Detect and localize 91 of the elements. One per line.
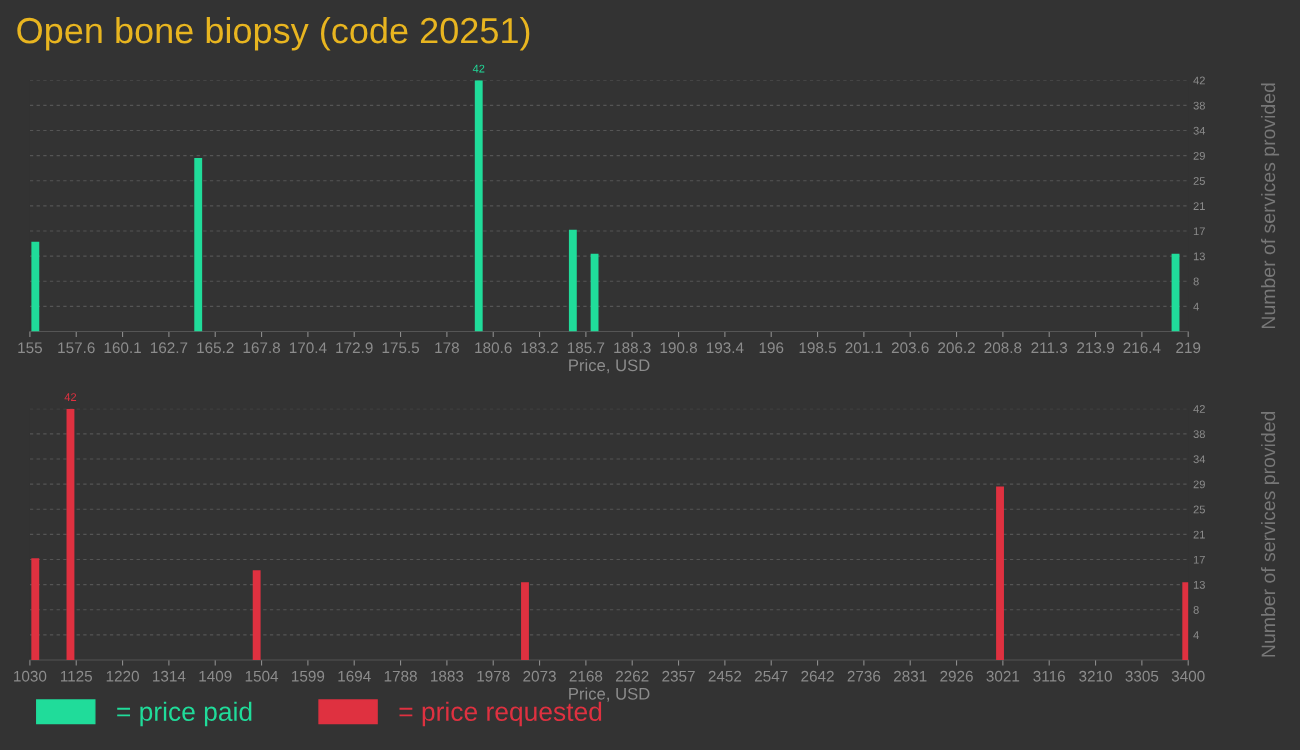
x-tick-label: 196	[759, 342, 784, 354]
y-tick-label: 4	[1193, 631, 1199, 639]
bar	[590, 253, 599, 332]
y-axis-title: Number of services provided	[1260, 83, 1280, 329]
x-tick-label: 175.5	[382, 342, 420, 354]
y-tick-label: 13	[1193, 252, 1205, 261]
x-tick-label: 211.3	[1031, 342, 1068, 354]
bar	[194, 158, 203, 332]
x-tick-label: 3210	[1079, 670, 1112, 682]
x-tick-label: 162.7	[150, 342, 188, 354]
x-tick-label: 183.2	[521, 342, 558, 354]
x-tick-label: 1788	[384, 670, 417, 682]
y-tick-label: 21	[1193, 202, 1205, 210]
y-tick-label: 38	[1193, 430, 1205, 439]
x-tick-label: 1409	[199, 670, 232, 682]
x-tick-label: 155	[18, 342, 43, 354]
x-tick-label: 216.4	[1123, 342, 1161, 354]
x-tick-label: 2831	[893, 670, 927, 682]
legend-label: = price paid	[117, 701, 252, 727]
x-tick-label: 1599	[292, 670, 325, 682]
x-tick-label: 178	[435, 342, 459, 354]
x-tick-label: 2262	[615, 670, 649, 682]
x-tick-label: 2452	[708, 670, 742, 682]
x-tick-label: 219	[1176, 342, 1201, 354]
bar	[31, 558, 40, 660]
x-tick-label: 208.8	[984, 342, 1022, 354]
x-tick-label: 172.9	[336, 342, 373, 354]
y-tick-label: 17	[1193, 227, 1205, 236]
x-tick-label: 157.6	[58, 342, 95, 354]
bar	[1182, 582, 1189, 660]
y-tick-label: 13	[1193, 580, 1205, 589]
x-tick-label: 203.6	[891, 342, 929, 354]
x-tick-label: 1125	[60, 670, 93, 682]
bar	[474, 80, 483, 332]
x-tick-label: 2073	[523, 670, 556, 682]
x-tick-label: 206.2	[938, 342, 975, 354]
x-tick-label: 165.2	[197, 342, 234, 354]
y-tick-label: 29	[1193, 151, 1205, 160]
x-axis-title: Price, USD	[569, 358, 650, 374]
x-tick-label: 1314	[153, 670, 186, 682]
x-tick-label: 3021	[986, 670, 1020, 682]
y-tick-label: 4	[1193, 302, 1199, 311]
y-tick-label: 21	[1193, 530, 1205, 539]
x-tick-label: 2926	[940, 670, 973, 682]
x-tick-label: 193.4	[706, 342, 744, 354]
y-tick-label: 42	[1193, 405, 1205, 413]
x-tick-label: 185.7	[567, 342, 605, 354]
y-tick-label: 34	[1193, 126, 1206, 135]
x-tick-label: 1030	[14, 670, 47, 682]
x-tick-label: 190.8	[660, 342, 697, 354]
x-tick-label: 3305	[1125, 670, 1159, 682]
x-tick-label: 2357	[662, 670, 695, 682]
x-tick-label: 1694	[338, 670, 371, 682]
chart-title: Open bone biopsy (code 20251)	[17, 16, 530, 51]
x-tick-label: 1978	[477, 670, 510, 682]
data-label: 42	[472, 64, 485, 73]
y-tick-label: 25	[1193, 505, 1205, 514]
bar	[31, 241, 40, 332]
bar	[521, 582, 529, 660]
y-tick-label: 29	[1193, 480, 1205, 489]
y-tick-label: 34	[1193, 455, 1206, 464]
x-tick-label: 201.1	[845, 342, 883, 354]
bar	[996, 486, 1004, 660]
x-tick-label: 170.4	[289, 342, 327, 354]
x-tick-label: 198.5	[799, 342, 837, 354]
legend-label: = price requested	[399, 701, 602, 727]
x-tick-label: 2642	[801, 670, 834, 682]
x-tick-label: 2736	[847, 670, 881, 682]
data-label: 42	[64, 393, 77, 401]
x-tick-label: 160.1	[104, 342, 141, 354]
x-tick-label: 2168	[569, 670, 603, 682]
y-tick-label: 8	[1193, 277, 1199, 286]
bar	[568, 229, 577, 332]
bar	[252, 570, 261, 660]
x-tick-label: 180.6	[475, 342, 512, 354]
y-tick-label: 17	[1193, 555, 1205, 564]
y-tick-label: 38	[1193, 101, 1205, 110]
y-tick-label: 25	[1193, 177, 1205, 185]
y-tick-label: 42	[1193, 76, 1205, 85]
x-tick-label: 1220	[106, 670, 139, 682]
x-axis-title: Price, USD	[569, 687, 650, 702]
x-tick-label: 3116	[1033, 670, 1065, 682]
y-axis-title: Number of services provided	[1260, 411, 1280, 657]
x-tick-label: 1504	[245, 670, 279, 682]
y-tick-label: 8	[1193, 606, 1199, 614]
x-tick-label: 2547	[754, 670, 788, 682]
x-tick-label: 167.8	[243, 342, 281, 354]
x-tick-label: 213.9	[1077, 342, 1114, 354]
x-tick-label: 188.3	[614, 342, 651, 354]
x-tick-label: 3400	[1171, 670, 1205, 682]
x-tick-label: 1883	[431, 670, 464, 682]
